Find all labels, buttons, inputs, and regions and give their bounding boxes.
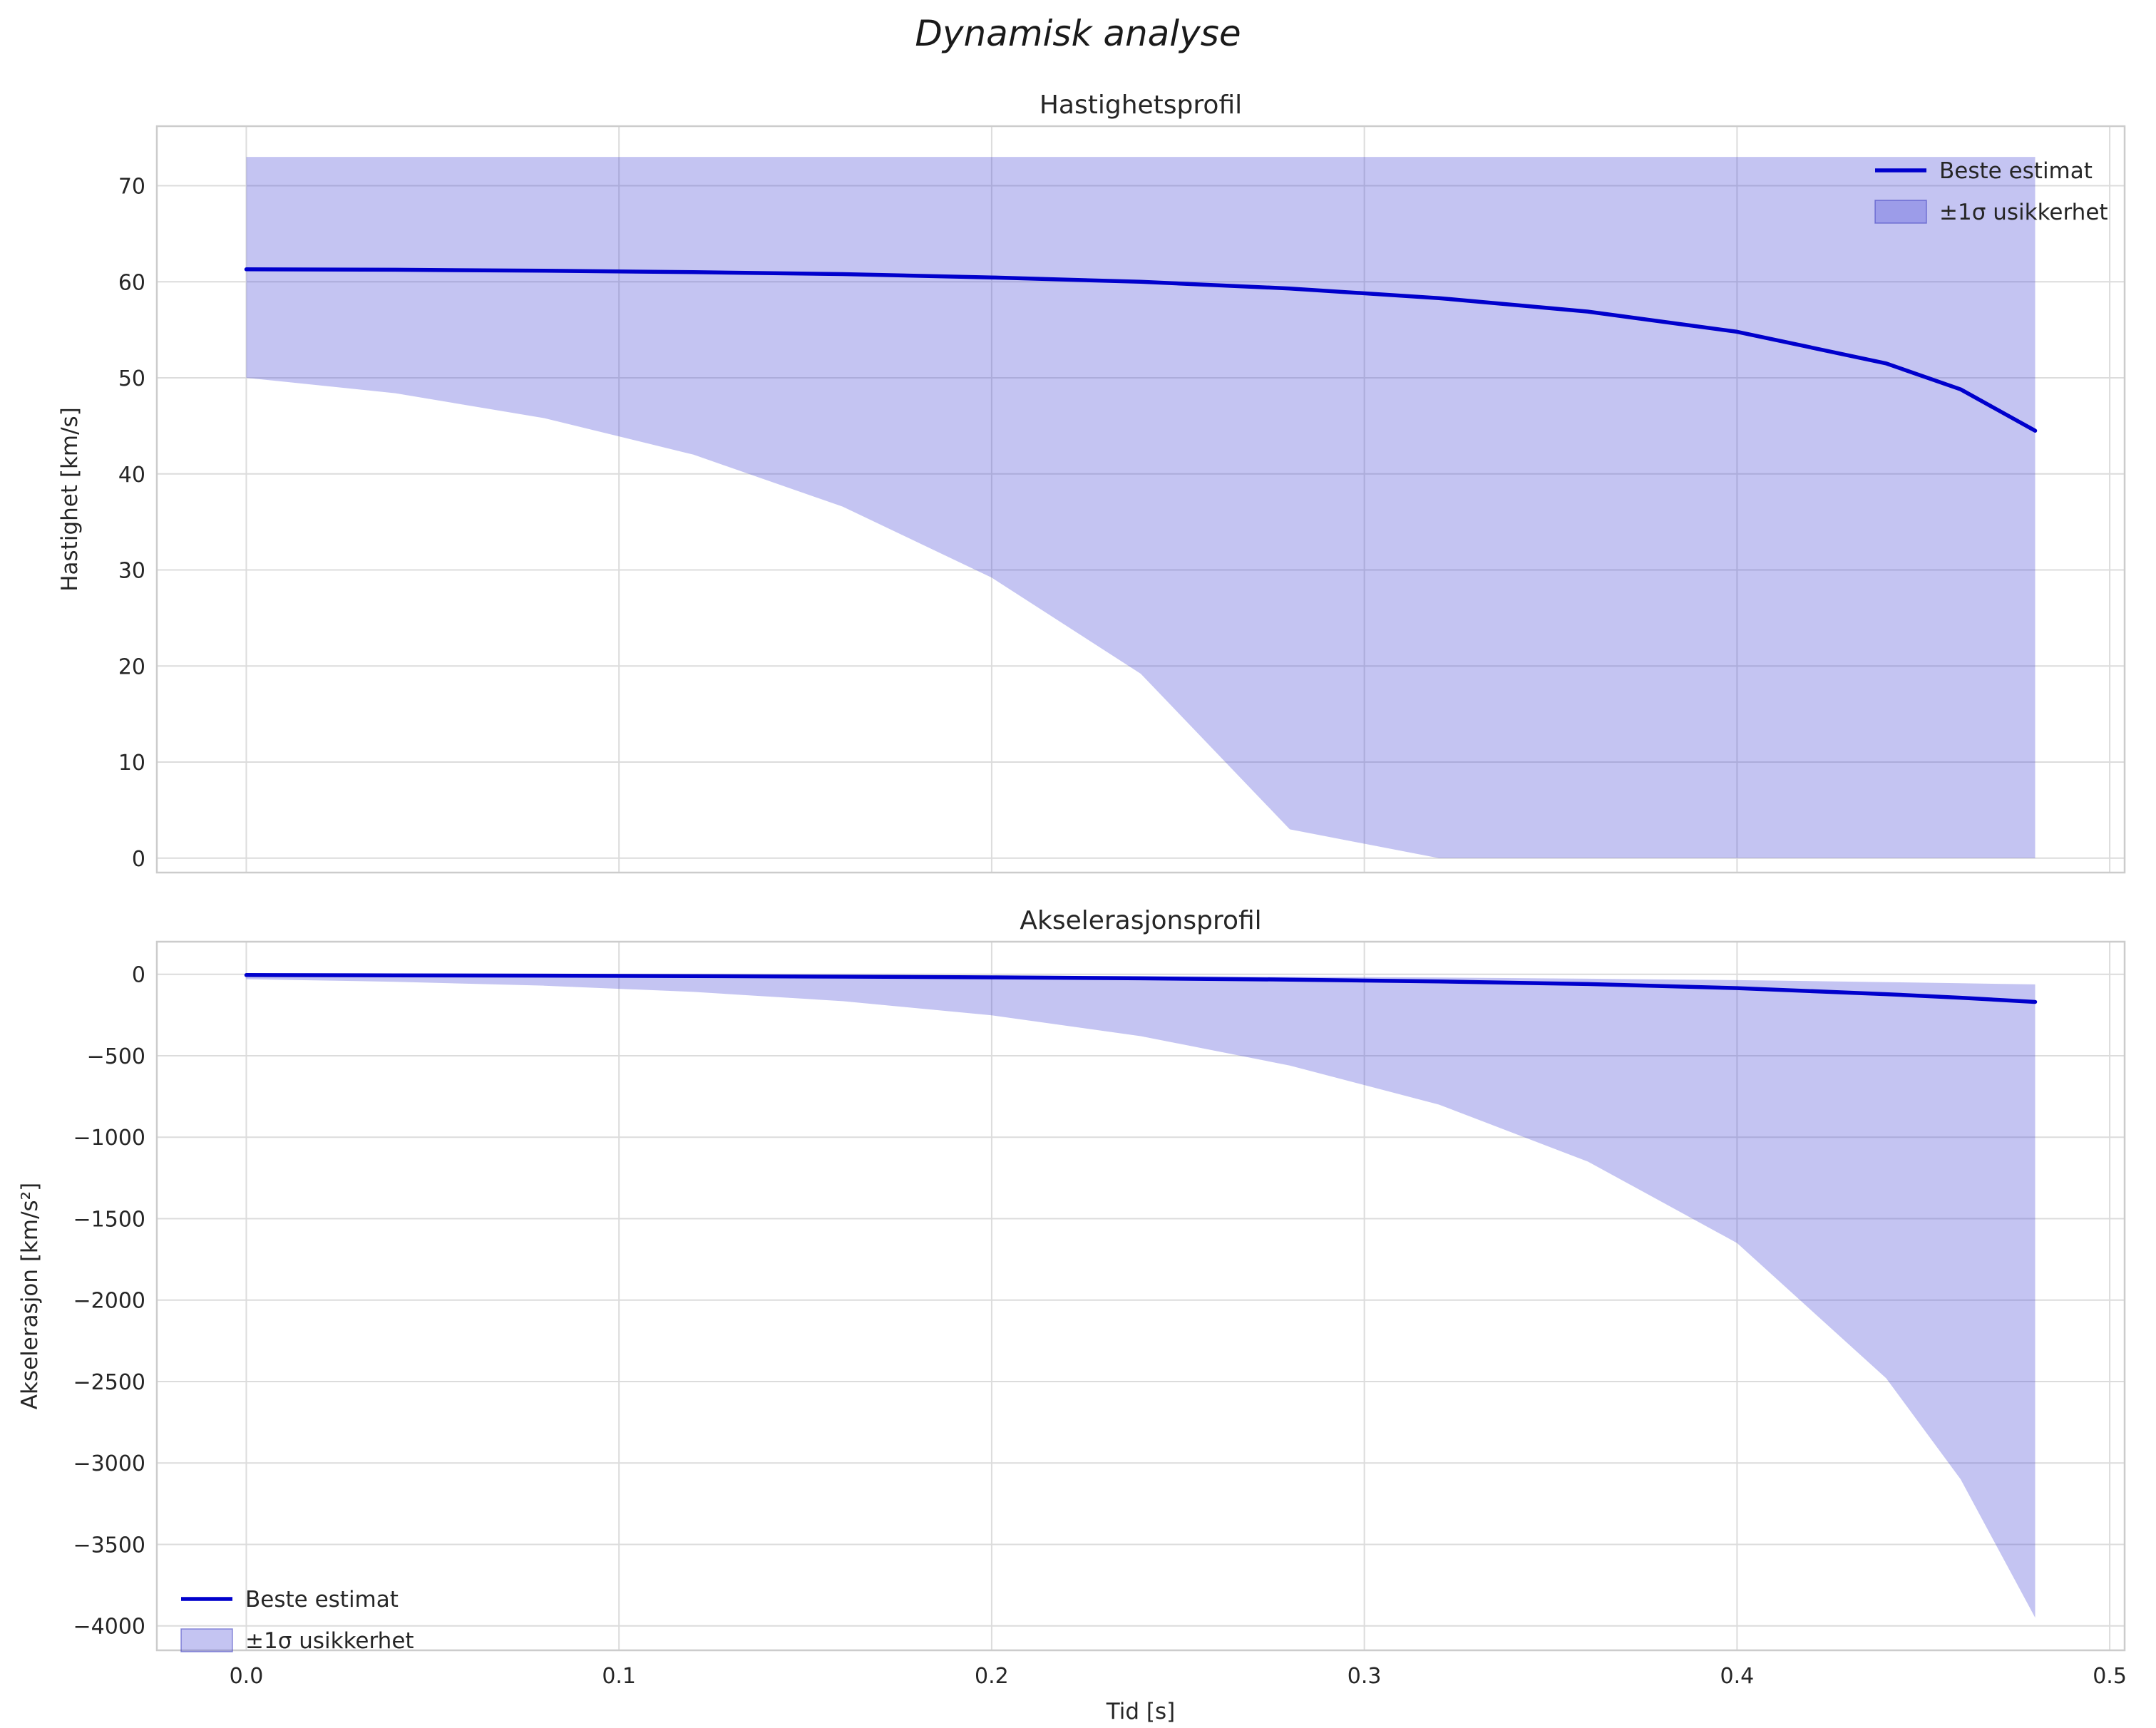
uncertainty-band — [246, 157, 2036, 858]
x-tick-label: 0.3 — [1348, 1664, 1382, 1689]
y-tick-label: 60 — [118, 270, 145, 295]
uncertainty-band — [246, 974, 2036, 1618]
y-tick-label: −2500 — [73, 1370, 145, 1395]
legend-label: Beste estimat — [1939, 158, 2093, 184]
legend-label: Beste estimat — [245, 1587, 399, 1613]
x-tick-label: 0.5 — [2093, 1664, 2127, 1689]
x-tick-label: 0.4 — [1720, 1664, 1755, 1689]
y-tick-label: 10 — [118, 751, 145, 776]
legend-label: ±1σ usikkerhet — [1939, 200, 2108, 225]
y-tick-label: 20 — [118, 654, 145, 679]
y-tick-label: 30 — [118, 559, 145, 584]
y-tick-label: −1000 — [73, 1126, 145, 1151]
y-tick-label: −3500 — [73, 1533, 145, 1558]
x-tick-label: 0.1 — [602, 1664, 636, 1689]
subplot-title: Hastighetsprofil — [1040, 91, 1242, 120]
y-tick-label: −4000 — [73, 1615, 145, 1640]
legend-band-sample — [1874, 200, 1927, 224]
y-tick-label: 0 — [132, 847, 145, 872]
y-tick-label: −500 — [87, 1044, 145, 1069]
y-axis-label: Akselerasjon [km/s²] — [17, 1183, 43, 1409]
axes-border — [155, 940, 2126, 1652]
y-axis-label: Hastighet [km/s] — [57, 407, 83, 592]
x-tick-label: 0.0 — [230, 1664, 264, 1689]
figure-suptitle: Dynamisk analyse — [915, 13, 1241, 54]
x-axis-label: Tid [s] — [1106, 1699, 1175, 1724]
best-estimate-line — [244, 973, 2038, 1004]
axes-border — [155, 125, 2126, 874]
subplot-title: Akselerasjonsprofil — [1020, 906, 1261, 935]
y-tick-label: 0 — [132, 963, 145, 988]
y-tick-label: −3000 — [73, 1451, 145, 1476]
x-tick-label: 0.2 — [975, 1664, 1009, 1689]
y-tick-label: 50 — [118, 366, 145, 391]
y-tick-label: −1500 — [73, 1207, 145, 1232]
y-tick-label: −2000 — [73, 1289, 145, 1314]
legend-band-sample — [180, 1628, 233, 1652]
y-tick-label: 40 — [118, 463, 145, 488]
best-estimate-line — [244, 267, 2038, 433]
y-tick-label: 70 — [118, 175, 145, 200]
legend-label: ±1σ usikkerhet — [245, 1628, 414, 1654]
